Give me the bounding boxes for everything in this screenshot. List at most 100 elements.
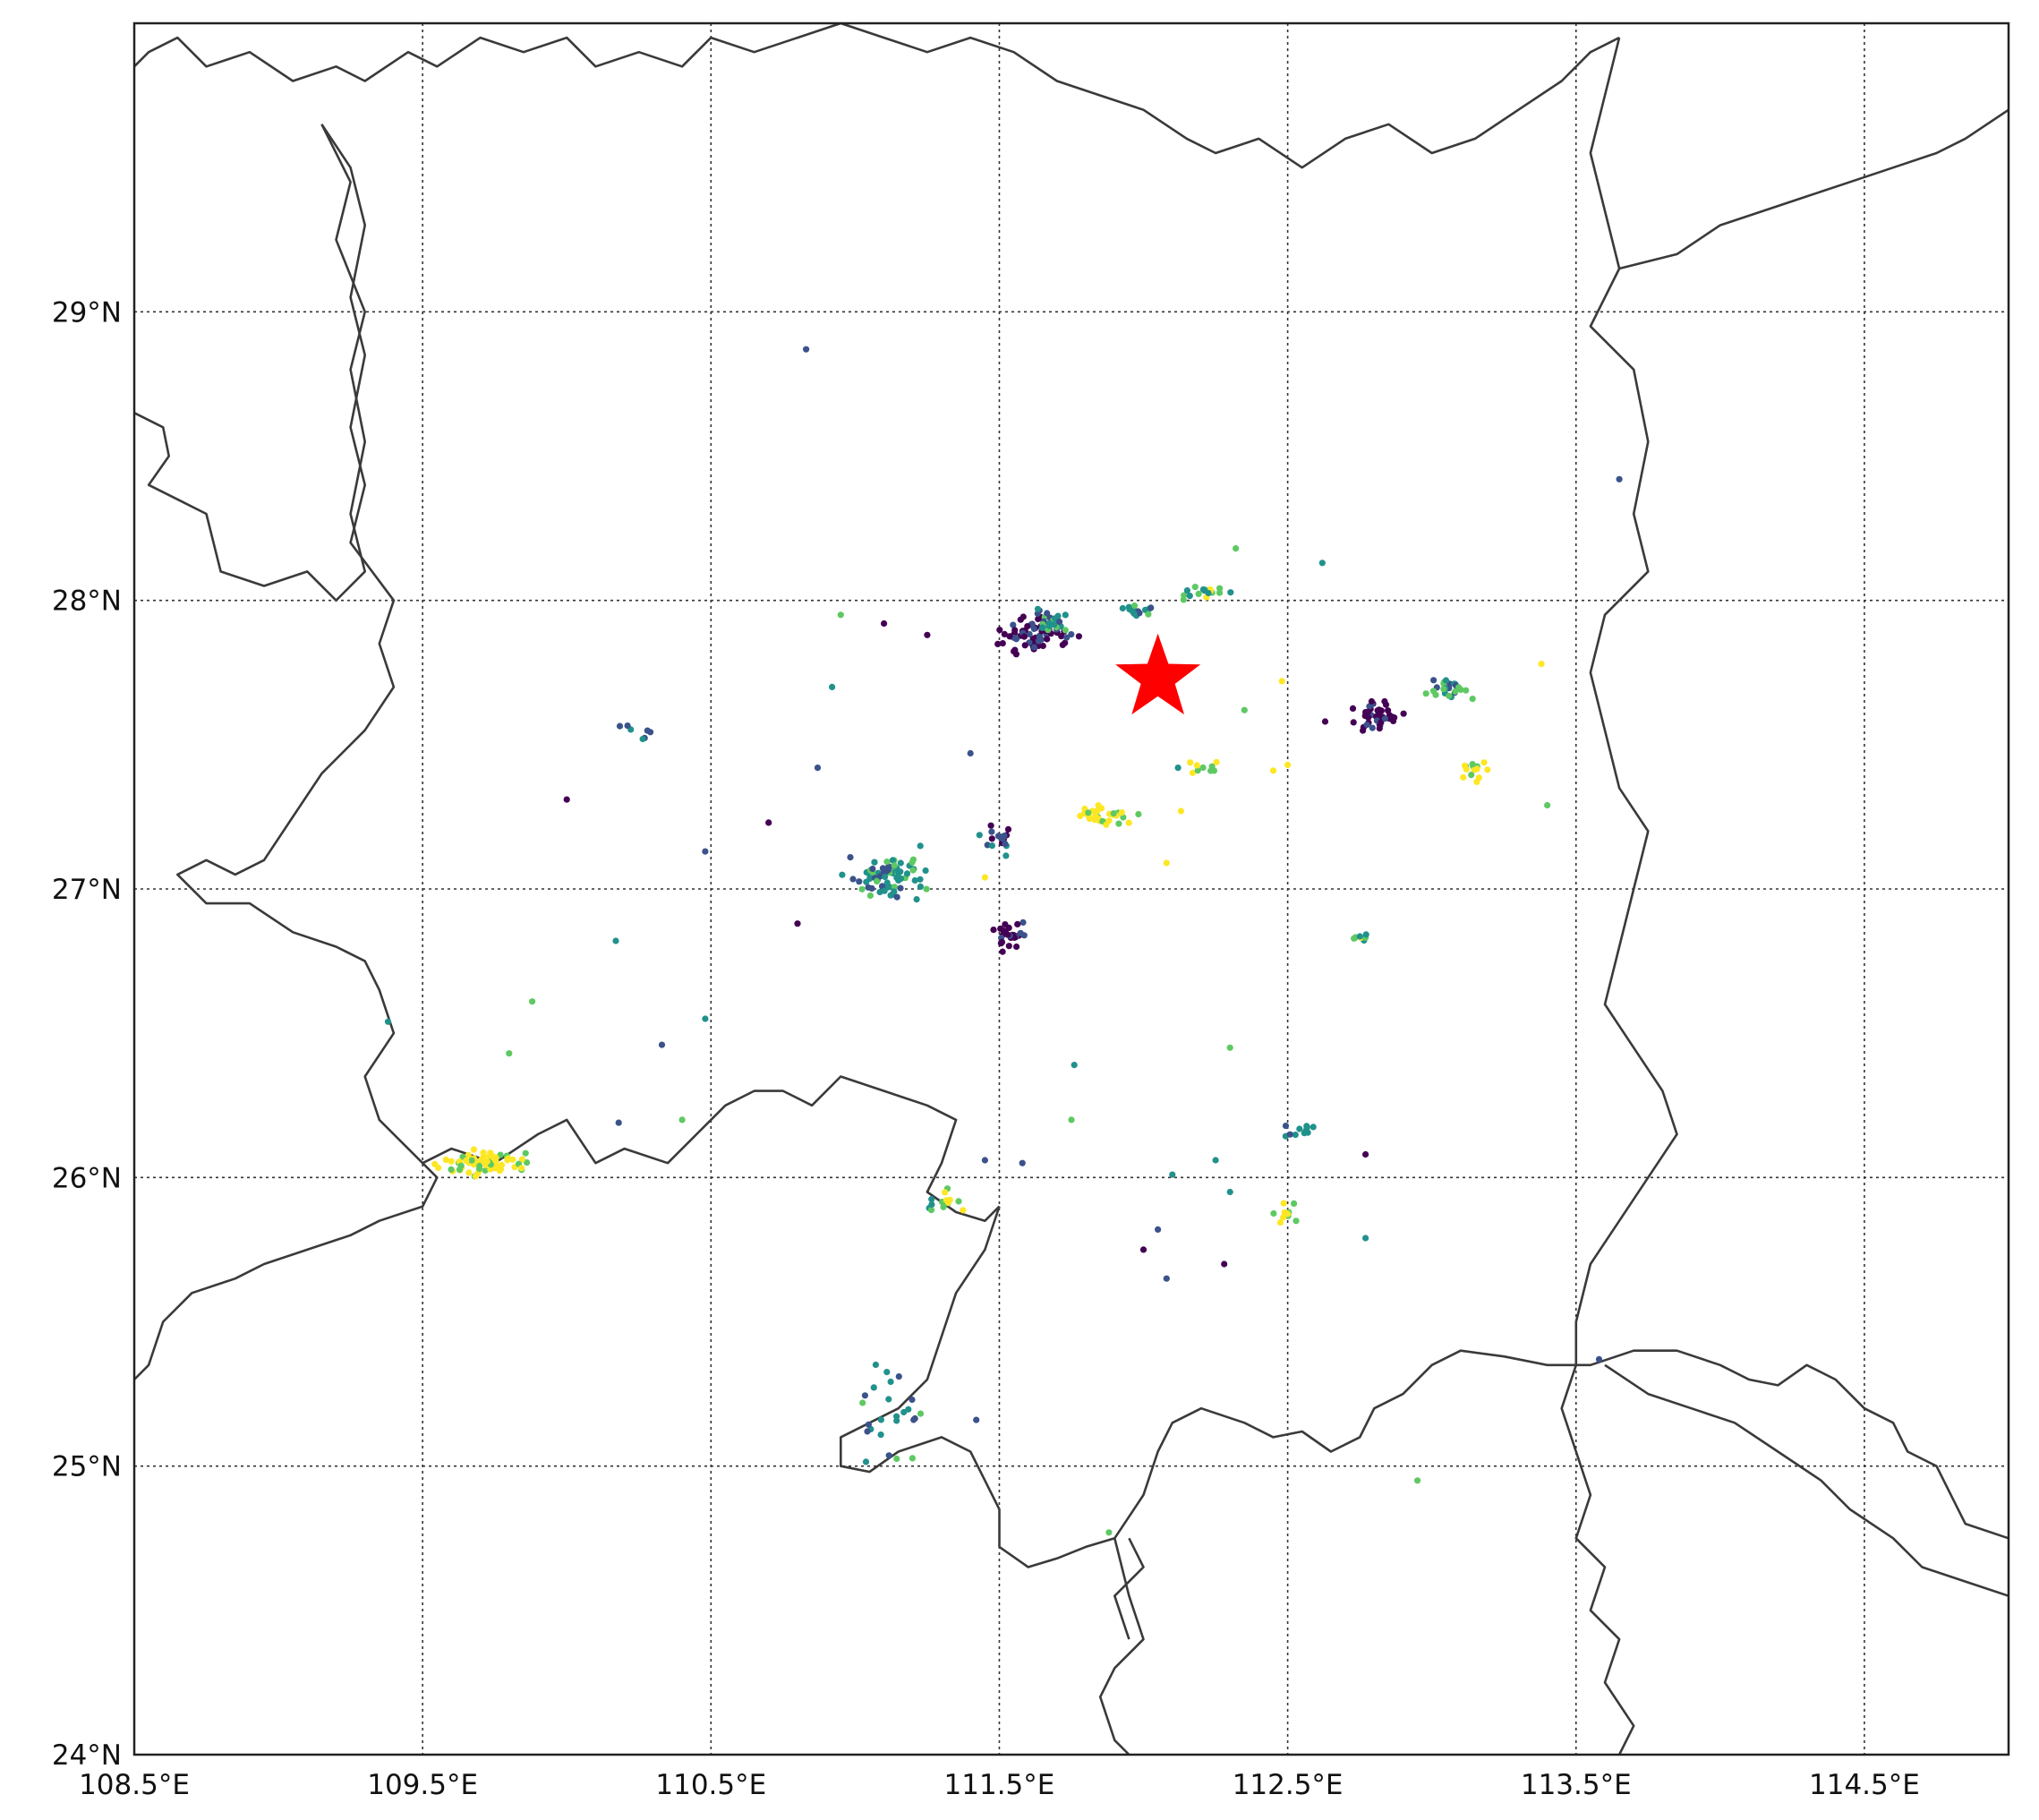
event-point [897,875,905,883]
event-point [1110,810,1117,817]
event-point [1005,943,1012,950]
event-point [990,927,997,934]
event-point [1286,1131,1293,1138]
boundary-line [422,1075,1001,1222]
event-point [1068,1116,1075,1124]
event-point [506,1050,513,1057]
event-point [1616,475,1623,483]
event-point [1480,759,1488,766]
event-point [465,1151,472,1158]
event-point [1455,684,1463,691]
event-point [529,998,536,1005]
event-point [881,619,888,628]
event-point [1280,1200,1287,1207]
event-point [928,1201,935,1209]
event-point [1105,817,1113,825]
event-point [973,1416,980,1423]
event-point [1004,931,1011,938]
event-point [1187,759,1194,766]
map-frame [132,21,2010,1756]
event-point [1189,769,1197,776]
event-point [1293,1218,1300,1225]
event-point [457,1162,465,1169]
event-point [1595,1355,1603,1363]
event-point [928,1196,935,1203]
event-point [1303,1124,1310,1131]
event-point [1205,589,1212,597]
event-point [1183,587,1190,594]
event-point [1207,767,1215,774]
event-point [1004,825,1012,833]
event-point [1360,727,1367,734]
event-point [893,893,900,901]
event-point [1430,677,1438,684]
event-point [1468,772,1475,779]
event-point [887,1378,894,1386]
event-point [1390,717,1397,725]
y-tick-label: 27°N [52,874,122,906]
event-point [1362,1150,1369,1158]
event-point [1362,931,1369,938]
event-point [1020,633,1028,640]
event-point [861,1392,869,1399]
event-point [1126,606,1133,613]
event-point [942,1189,949,1196]
event-point [448,1166,455,1173]
star-marker [1115,633,1201,715]
y-tick-label: 29°N [52,296,122,329]
event-point [480,1149,487,1157]
event-point [1296,1125,1303,1132]
boundary-line [1574,37,1678,1365]
event-point [881,887,888,894]
event-point [1120,814,1127,821]
event-point [1310,1124,1317,1131]
event-point [1270,1209,1277,1218]
event-point [872,1361,880,1369]
event-point [1044,636,1051,643]
event-point [1086,816,1093,823]
event-point [1469,761,1476,768]
event-point [1163,1275,1170,1282]
event-point [897,884,904,892]
y-tick-label: 28°N [52,585,122,618]
event-point [1221,1260,1228,1268]
x-tick-label: 109.5°E [367,1769,478,1801]
event-point [1378,719,1385,726]
event-point [1063,634,1071,641]
event-point [1014,920,1021,927]
event-point [924,631,931,638]
event-point [1021,642,1028,649]
event-point [911,876,918,884]
event-point [1174,765,1182,772]
event-point [1544,801,1551,809]
event-point [1119,604,1126,612]
event-point [1056,618,1063,626]
event-point [981,874,988,881]
event-point [465,1169,473,1176]
event-point [615,1119,622,1126]
event-point [988,828,995,835]
event-point [917,876,924,883]
event-point [1194,767,1201,774]
boundary-line [840,21,1620,169]
event-point [944,1199,951,1207]
event-point [1349,705,1357,713]
event-point [1024,623,1031,630]
event-point [909,856,917,863]
event-point [1212,1157,1219,1164]
event-point [1002,921,1009,928]
epicenter-marker [1115,633,1201,715]
event-point [1429,688,1438,695]
event-point [1484,766,1491,773]
event-point [1145,611,1152,618]
event-point [900,1408,908,1416]
event-point [492,1158,499,1166]
x-tick-label: 111.5°E [944,1769,1055,1801]
event-point [1155,1226,1162,1233]
event-point [1282,1123,1290,1130]
event-point [1020,932,1028,939]
event-point [1010,621,1017,628]
event-point [1463,687,1470,694]
x-tick-label: 110.5°E [655,1769,766,1801]
event-point [865,1421,873,1428]
